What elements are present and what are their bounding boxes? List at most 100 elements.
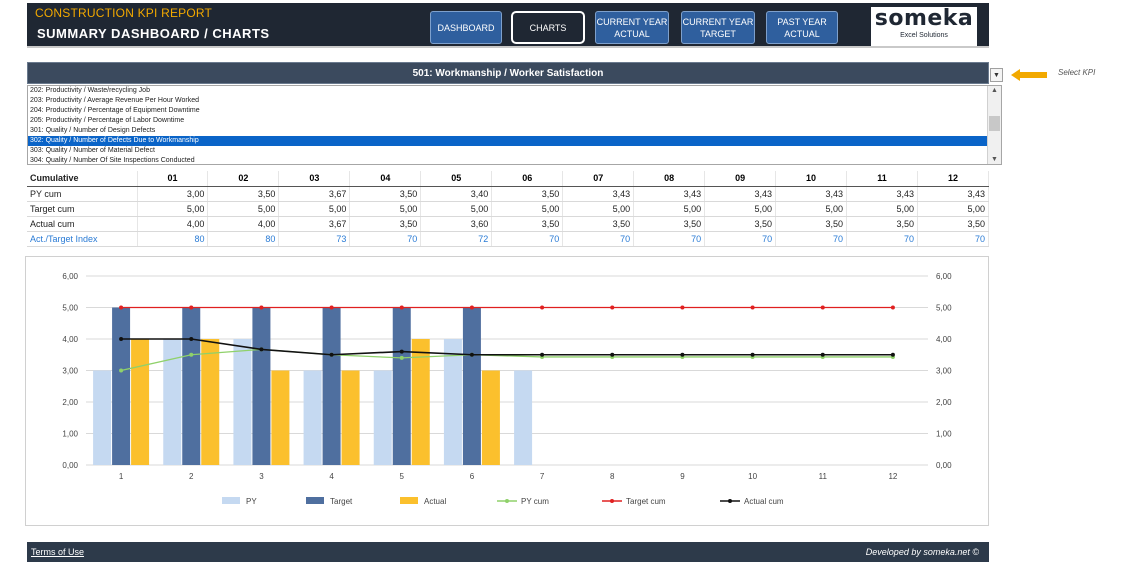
x-tick-label: 12 — [888, 472, 897, 481]
y2-tick-label: 4,00 — [936, 335, 952, 344]
bar-py — [443, 339, 462, 465]
x-tick-label: 5 — [400, 472, 405, 481]
x-tick-label: 10 — [748, 472, 757, 481]
table-cell: 3,50 — [633, 216, 706, 232]
table-cell: 3,50 — [846, 216, 918, 232]
scroll-down-icon[interactable]: ▼ — [991, 156, 998, 163]
kpi-list-item[interactable]: 205: Productivity / Percentage of Labor … — [30, 117, 185, 124]
table-cell: 5,00 — [846, 201, 918, 217]
month-header: 07 — [562, 171, 635, 187]
month-header: 12 — [917, 171, 990, 187]
month-header: 02 — [207, 171, 280, 187]
bar-py — [303, 370, 322, 465]
table-cell: 5,00 — [137, 201, 209, 217]
table-cell: 5,00 — [633, 201, 706, 217]
bar-target — [252, 307, 271, 465]
y-tick-label: 1,00 — [62, 430, 78, 439]
kpi-list-item[interactable]: 303: Quality / Number of Material Defect — [30, 147, 155, 154]
point-actual-cum — [119, 337, 124, 341]
scroll-thumb[interactable] — [989, 116, 1000, 131]
y-tick-label: 6,00 — [62, 272, 78, 281]
legend-label: Actual — [424, 497, 446, 506]
scroll-up-icon[interactable]: ▲ — [991, 87, 998, 94]
kpi-chart: 0,00 0,00 1,00 1,00 2,00 2,00 3,00 3,00 4,00 4,00… — [25, 256, 989, 526]
row-label: Actual cum — [27, 216, 138, 232]
table-cell: 3,43 — [562, 186, 635, 202]
selected-kpi-header[interactable]: 501: Workmanship / Worker Satisfaction — [27, 62, 989, 84]
x-tick-label: 4 — [329, 472, 334, 481]
bar-py — [514, 370, 533, 465]
kpi-dropdown-button[interactable]: ▼ — [990, 68, 1003, 82]
table-cell: 3,50 — [207, 186, 280, 202]
arrow-left-icon — [1011, 69, 1020, 81]
table-cell: 70 — [775, 231, 848, 247]
table-cell: 3,50 — [491, 186, 564, 202]
point-py-cum — [189, 352, 194, 357]
report-title: CONSTRUCTION KPI REPORT — [35, 6, 213, 20]
month-header: 06 — [491, 171, 564, 187]
table-cell: 5,00 — [917, 201, 990, 217]
kpi-list-item[interactable]: 302: Quality / Number of Defects Due to … — [28, 136, 1001, 146]
kpi-list-item[interactable]: 203: Productivity / Average Revenue Per … — [30, 97, 199, 104]
kpi-list-item[interactable]: 301: Quality / Number of Design Defects — [30, 127, 156, 134]
bar-actual — [481, 370, 500, 465]
kpi-list-item[interactable]: 204: Productivity / Percentage of Equipm… — [30, 107, 200, 114]
point-actual-cum — [680, 352, 685, 357]
table-cell: 80 — [207, 231, 280, 247]
point-target-cum — [680, 305, 685, 310]
table-cell: 5,00 — [207, 201, 280, 217]
bar-actual — [411, 339, 430, 465]
line-py-cum — [120, 348, 893, 372]
bar-target — [462, 307, 481, 465]
month-header: 10 — [775, 171, 848, 187]
logo-main-text: someka — [874, 6, 974, 31]
table-cell: 5,00 — [420, 201, 493, 217]
cumulative-table: Cumulative 01 02 03 04 05 06 07 08 09 10 11 12 PY cum… — [27, 171, 990, 247]
nav-dashboard-button[interactable]: DASHBOARD — [430, 11, 502, 44]
line-actual-cum — [121, 338, 893, 356]
point-actual-cum — [189, 337, 194, 341]
legend-marker — [610, 499, 614, 503]
table-row: Actual cum 4,00 4,00 3,67 3,50 3,60 3,50 3,50 3,… — [27, 216, 990, 232]
kpi-list-item[interactable]: 304: Quality / Number Of Site Inspection… — [30, 157, 195, 164]
table-cell: 3,67 — [278, 216, 351, 232]
table-cell: 4,00 — [207, 216, 280, 232]
chart-svg: 0,00 0,00 1,00 1,00 2,00 2,00 3,00 3,00 4,00 4,00… — [62, 272, 952, 506]
row-label: PY cum — [27, 186, 138, 202]
y2-tick-label: 3,00 — [936, 367, 952, 376]
month-header: 09 — [704, 171, 777, 187]
kpi-list-scrollbar[interactable]: ▲ ▼ — [987, 86, 1001, 164]
y-tick-label: 5,00 — [62, 304, 78, 313]
nav-charts-button[interactable]: CHARTS — [511, 11, 585, 44]
legend-label: Target cum — [626, 497, 666, 506]
kpi-list-item[interactable]: 202: Productivity / Waste/recycling Job — [30, 87, 150, 94]
x-tick-label: 1 — [119, 472, 124, 481]
bar-target — [182, 307, 201, 465]
someka-logo: someka Excel Solutions — [871, 7, 977, 46]
point-actual-cum — [610, 352, 615, 357]
row-label: Target cum — [27, 201, 138, 217]
point-actual-cum — [329, 352, 334, 357]
table-cell: 3,50 — [775, 216, 848, 232]
y2-tick-label: 6,00 — [936, 272, 952, 281]
table-cell: 3,50 — [349, 186, 422, 202]
y2-tick-label: 1,00 — [936, 430, 952, 439]
point-target-cum — [820, 305, 825, 310]
table-cell: 3,50 — [917, 216, 990, 232]
x-tick-label: 3 — [259, 472, 264, 481]
table-header-row: Cumulative 01 02 03 04 05 06 07 08 09 10 11 12 — [27, 171, 990, 187]
table-row: Act./Target Index 80 80 73 70 72 70 70 70 70 70 70 7… — [27, 231, 990, 247]
y2-tick-label: 5,00 — [936, 304, 952, 313]
point-actual-cum — [540, 352, 545, 357]
x-tick-label: 8 — [610, 472, 615, 481]
point-actual-cum — [820, 352, 825, 357]
table-cell: 5,00 — [491, 201, 564, 217]
table-cell: 3,43 — [704, 186, 777, 202]
month-header: 08 — [633, 171, 706, 187]
nav-current-year-actual-button[interactable]: CURRENT YEAR ACTUAL — [595, 11, 669, 44]
terms-of-use-link[interactable]: Terms of Use — [31, 547, 85, 557]
kpi-listbox[interactable]: 202: Productivity / Waste/recycling Job 2… — [27, 85, 1002, 165]
nav-current-year-target-button[interactable]: CURRENT YEAR TARGET — [681, 11, 755, 44]
bar-actual — [131, 339, 150, 465]
nav-past-year-actual-button[interactable]: PAST YEAR ACTUAL — [766, 11, 838, 44]
